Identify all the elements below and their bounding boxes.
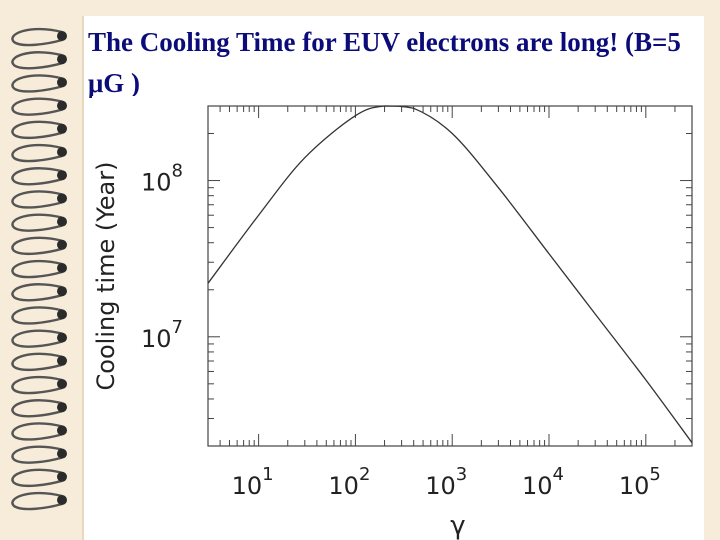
spiral-ring — [11, 445, 63, 464]
spiral-ring — [11, 375, 63, 395]
x-tick-label: 104 — [522, 464, 564, 500]
spiral-hole — [57, 379, 67, 389]
spiral-ring — [11, 27, 63, 47]
x-tick-label: 102 — [328, 464, 370, 500]
y-axis-ticks — [208, 105, 692, 447]
spiral-ring — [11, 167, 63, 186]
spiral-binding-icon — [11, 27, 67, 511]
spiral-ring — [11, 329, 63, 348]
spiral-hole — [57, 193, 67, 204]
chart-area: 101 102 103 104 105 107 108 Cooling time (Yea… — [92, 96, 702, 540]
spiral-ring — [11, 468, 63, 488]
spiral-ring — [11, 74, 63, 93]
slide-title: The Cooling Time for EUV electrons are l… — [88, 27, 681, 98]
spiral-hole — [57, 216, 67, 227]
spiral-hole — [57, 100, 67, 111]
y-tick-label: 107 — [141, 317, 183, 353]
spiral-ring — [11, 422, 63, 441]
spiral-hole — [57, 239, 67, 250]
spiral-ring — [11, 143, 63, 163]
spiral-hole — [57, 332, 67, 343]
spiral-ring — [11, 120, 63, 140]
x-tick-label: 101 — [232, 464, 274, 500]
spiral-hole — [57, 286, 67, 297]
spiral-hole — [57, 170, 67, 181]
spiral-ring — [11, 399, 63, 418]
spiral-hole — [57, 448, 67, 459]
plot-frame — [207, 105, 693, 447]
series-line-cooling-time — [207, 105, 693, 444]
spiral-ring — [11, 51, 63, 70]
spiral-hole — [57, 402, 67, 413]
spiral-ring — [11, 236, 63, 256]
cooling-time-chart: 101 102 103 104 105 107 108 Cooling time (Yea… — [92, 105, 693, 540]
spiral-ring — [11, 306, 63, 325]
spiral-ring — [11, 491, 63, 511]
spiral-hole — [57, 425, 67, 436]
spiral-ring — [11, 213, 63, 232]
series-group — [207, 105, 693, 444]
x-tick-label: 105 — [619, 464, 661, 500]
spiral-hole — [57, 31, 67, 41]
spiral-hole — [57, 77, 67, 88]
spiral-hole — [57, 54, 67, 65]
spiral-hole — [57, 123, 67, 134]
y-tick-label: 108 — [141, 161, 183, 197]
spiral-ring — [11, 283, 63, 302]
x-axis-label: γ — [450, 511, 465, 540]
spiral-hole — [57, 471, 67, 482]
spiral-hole — [57, 263, 67, 273]
x-axis-tick-labels: 101 102 103 104 105 — [232, 464, 661, 500]
spiral-hole — [57, 495, 67, 505]
spiral-ring — [11, 352, 63, 372]
x-tick-label: 103 — [425, 464, 467, 500]
x-axis-ticks — [207, 106, 693, 446]
y-axis-label: Cooling time (Year) — [92, 162, 120, 391]
spiral-ring — [11, 97, 63, 116]
spiral-hole — [57, 355, 67, 366]
spiral-ring — [11, 259, 63, 279]
y-axis-tick-labels: 107 108 — [141, 161, 183, 353]
spiral-hole — [57, 147, 67, 157]
spiral-ring — [11, 190, 63, 209]
spiral-hole — [57, 309, 67, 320]
